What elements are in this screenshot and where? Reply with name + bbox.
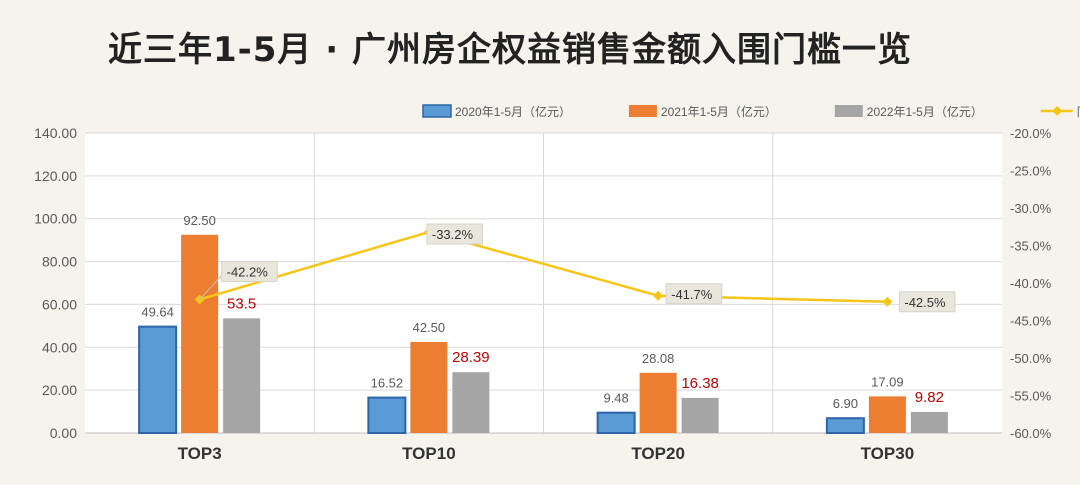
callout-leader	[199, 275, 222, 300]
bar	[596, 411, 636, 434]
y2-tick-label: -35.0%	[1010, 239, 1052, 254]
x-category-label: TOP10	[402, 444, 456, 463]
bar	[639, 372, 677, 433]
y-tick-label: 60.00	[42, 296, 77, 312]
legend-label: 2022年1-5月（亿元）	[867, 104, 983, 119]
bar-value-label: 42.50	[413, 320, 446, 335]
legend-label: 2020年1-5月（亿元）	[455, 104, 571, 119]
bar	[868, 396, 906, 433]
y-tick-label: 40.00	[42, 339, 77, 355]
bar	[910, 411, 948, 433]
bar	[452, 372, 490, 433]
legend-label: 同比	[1077, 105, 1080, 119]
legend-swatch	[834, 105, 863, 117]
bar	[367, 396, 407, 435]
x-category-label: TOP30	[861, 444, 915, 463]
bar	[681, 397, 719, 433]
yoy-line	[199, 230, 888, 303]
bar-value-label: 49.64	[141, 305, 174, 320]
bar-value-label: 53.5	[227, 295, 256, 312]
yoy-label-box	[221, 261, 278, 282]
chart-title: 近三年1-5月 · 广州房企权益销售金额入围门槛一览	[107, 30, 912, 70]
y-tick-label: 100.00	[34, 211, 77, 227]
y2-tick-label: -45.0%	[1010, 314, 1052, 329]
y2-tick-label: -50.0%	[1010, 351, 1052, 366]
bar-value-label: 9.82	[915, 389, 944, 406]
y-tick-label: 120.00	[34, 168, 77, 184]
bar-value-label: 17.09	[871, 374, 904, 389]
bar-value-label: 9.48	[603, 391, 628, 406]
bar	[138, 325, 178, 434]
legend-label: 2021年1-5月（亿元）	[661, 104, 777, 119]
yoy-label-box	[898, 291, 956, 313]
bar	[181, 234, 219, 433]
yoy-point	[882, 296, 893, 307]
yoy-value-label: -42.2%	[227, 265, 269, 280]
bar	[223, 318, 261, 433]
y2-tick-label: -60.0%	[1010, 426, 1052, 441]
y2-tick-label: -30.0%	[1010, 201, 1052, 216]
legend-swatch	[422, 104, 452, 118]
bar-value-label: 92.50	[183, 213, 216, 228]
bar	[825, 417, 865, 435]
y2-tick-label: -40.0%	[1010, 276, 1052, 291]
y2-tick-label: -25.0%	[1010, 164, 1052, 179]
x-category-label: TOP20	[631, 444, 685, 463]
yoy-value-label: -42.5%	[904, 295, 946, 310]
y2-tick-label: -55.0%	[1010, 389, 1052, 404]
legend-line-marker	[1052, 106, 1063, 116]
yoy-label-box	[665, 283, 723, 305]
bar-value-label: 16.38	[681, 375, 719, 392]
bar-value-label: 16.52	[371, 376, 404, 391]
bar-value-label: 28.08	[642, 351, 675, 366]
y-tick-label: 0.00	[50, 425, 77, 441]
bar-value-label: 28.39	[452, 349, 490, 366]
legend-swatch	[628, 105, 657, 117]
y-tick-label: 20.00	[42, 382, 77, 398]
y2-tick-label: -20.0%	[1010, 126, 1052, 141]
yoy-label-box	[426, 223, 483, 245]
yoy-value-label: -41.7%	[671, 287, 713, 302]
bar	[410, 341, 448, 433]
x-category-label: TOP3	[178, 444, 222, 463]
yoy-point	[653, 290, 664, 301]
yoy-value-label: -33.2%	[432, 227, 474, 242]
y-tick-label: 140.00	[34, 125, 77, 141]
y-tick-label: 80.00	[42, 254, 77, 270]
bar-value-label: 6.90	[833, 396, 858, 411]
